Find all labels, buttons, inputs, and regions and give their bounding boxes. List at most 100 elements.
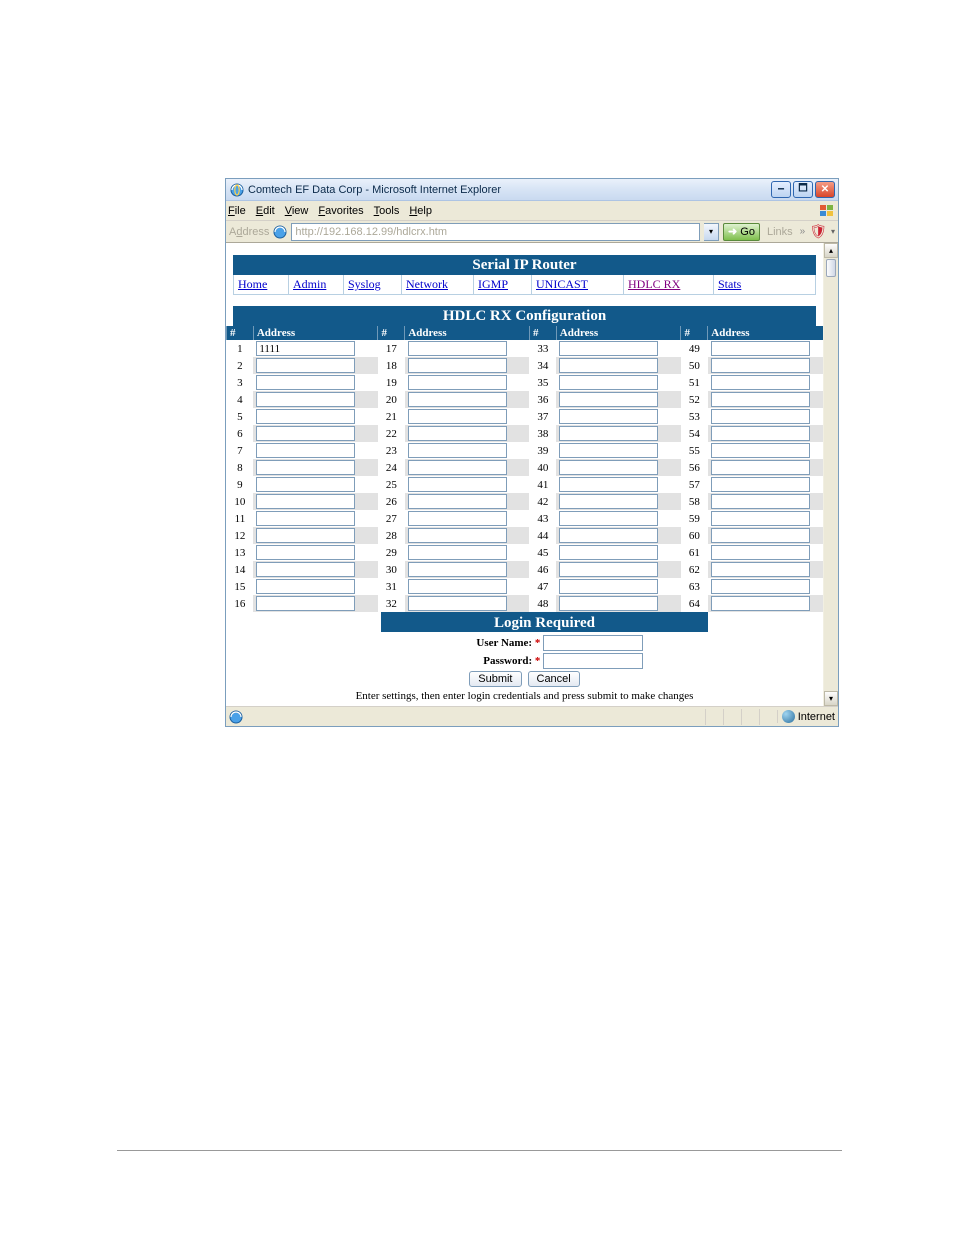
address-input[interactable] <box>408 579 507 594</box>
address-input[interactable] <box>256 477 355 492</box>
address-input[interactable] <box>256 392 355 407</box>
address-input[interactable] <box>559 477 658 492</box>
address-input[interactable] <box>711 562 810 577</box>
address-input[interactable] <box>559 596 658 611</box>
minimize-button[interactable]: 🗕 <box>771 181 791 198</box>
table-row: 14304662 <box>227 561 833 578</box>
menu-tools[interactable]: Tools <box>374 205 400 217</box>
address-input[interactable] <box>256 579 355 594</box>
address-input[interactable] <box>711 426 810 441</box>
address-input[interactable] <box>711 511 810 526</box>
address-input[interactable] <box>711 460 810 475</box>
address-input[interactable] <box>559 392 658 407</box>
address-input[interactable] <box>408 341 507 356</box>
address-input[interactable] <box>256 409 355 424</box>
address-input[interactable] <box>256 494 355 509</box>
address-input[interactable] <box>711 477 810 492</box>
menu-help[interactable]: Help <box>409 205 432 217</box>
address-input[interactable] <box>408 409 507 424</box>
address-input[interactable] <box>559 443 658 458</box>
address-input[interactable] <box>559 545 658 560</box>
close-button[interactable]: ✕ <box>815 181 835 198</box>
address-input[interactable] <box>408 511 507 526</box>
address-cell <box>405 408 530 425</box>
menu-favorites[interactable]: Favorites <box>318 205 363 217</box>
menu-file[interactable]: File <box>228 205 246 217</box>
address-input[interactable] <box>559 460 658 475</box>
address-input[interactable] <box>711 392 810 407</box>
address-input[interactable] <box>559 358 658 373</box>
nav-home[interactable]: Home <box>238 277 267 291</box>
go-button[interactable]: ➜Go <box>723 223 760 241</box>
address-input[interactable] <box>408 426 507 441</box>
address-cell <box>405 442 530 459</box>
address-input[interactable] <box>711 494 810 509</box>
address-input[interactable] <box>408 528 507 543</box>
address-input[interactable] <box>256 460 355 475</box>
address-input[interactable] <box>256 511 355 526</box>
row-number: 4 <box>227 391 254 408</box>
address-input[interactable] <box>559 409 658 424</box>
address-input[interactable] <box>408 443 507 458</box>
menu-view[interactable]: View <box>285 205 309 217</box>
maximize-button[interactable]: 🗖 <box>793 181 813 198</box>
address-input[interactable] <box>711 375 810 390</box>
address-cell <box>253 595 378 612</box>
address-input[interactable] <box>559 426 658 441</box>
address-input[interactable] <box>408 477 507 492</box>
address-input[interactable] <box>711 443 810 458</box>
address-input[interactable] <box>408 545 507 560</box>
address-input[interactable] <box>711 358 810 373</box>
nav-stats[interactable]: Stats <box>718 277 741 291</box>
address-input[interactable] <box>408 562 507 577</box>
address-dropdown[interactable]: ▾ <box>704 223 719 241</box>
username-input[interactable] <box>543 635 643 651</box>
address-input[interactable] <box>559 341 658 356</box>
nav-admin[interactable]: Admin <box>293 277 326 291</box>
address-input[interactable] <box>559 528 658 543</box>
address-input[interactable] <box>559 562 658 577</box>
address-input[interactable] <box>256 358 355 373</box>
address-input[interactable] <box>256 375 355 390</box>
address-input[interactable] <box>711 545 810 560</box>
address-input[interactable] <box>408 392 507 407</box>
nav-network[interactable]: Network <box>406 277 448 291</box>
address-input[interactable] <box>256 426 355 441</box>
address-input[interactable] <box>256 528 355 543</box>
address-input[interactable] <box>711 579 810 594</box>
address-input[interactable] <box>711 596 810 611</box>
address-input[interactable] <box>291 223 700 241</box>
address-input[interactable] <box>559 375 658 390</box>
submit-button[interactable]: Submit <box>469 671 521 687</box>
address-input[interactable] <box>711 528 810 543</box>
links-toolbar-icon[interactable]: 🛡 <box>809 223 827 240</box>
address-input[interactable] <box>256 562 355 577</box>
address-input[interactable] <box>256 443 355 458</box>
scroll-down-button[interactable]: ▾ <box>824 691 838 706</box>
nav-unicast[interactable]: UNICAST <box>536 277 588 291</box>
address-input[interactable] <box>256 341 355 356</box>
address-input[interactable] <box>559 511 658 526</box>
address-input[interactable] <box>559 494 658 509</box>
address-input[interactable] <box>711 409 810 424</box>
address-input[interactable] <box>408 494 507 509</box>
address-input[interactable] <box>408 375 507 390</box>
address-cell <box>253 391 378 408</box>
address-input[interactable] <box>408 460 507 475</box>
address-input[interactable] <box>559 579 658 594</box>
password-input[interactable] <box>543 653 643 669</box>
vertical-scrollbar[interactable]: ▴ ▾ <box>823 243 838 706</box>
address-input[interactable] <box>408 358 507 373</box>
address-input[interactable] <box>711 341 810 356</box>
menu-edit[interactable]: Edit <box>256 205 275 217</box>
cancel-button[interactable]: Cancel <box>528 671 580 687</box>
nav-syslog[interactable]: Syslog <box>348 277 381 291</box>
address-input[interactable] <box>256 545 355 560</box>
scroll-up-button[interactable]: ▴ <box>824 243 838 258</box>
address-input[interactable] <box>408 596 507 611</box>
table-row: 6223854 <box>227 425 833 442</box>
nav-igmp[interactable]: IGMP <box>478 277 508 291</box>
nav-hdlc-rx[interactable]: HDLC RX <box>628 277 680 291</box>
address-input[interactable] <box>256 596 355 611</box>
scroll-thumb[interactable] <box>826 259 836 277</box>
